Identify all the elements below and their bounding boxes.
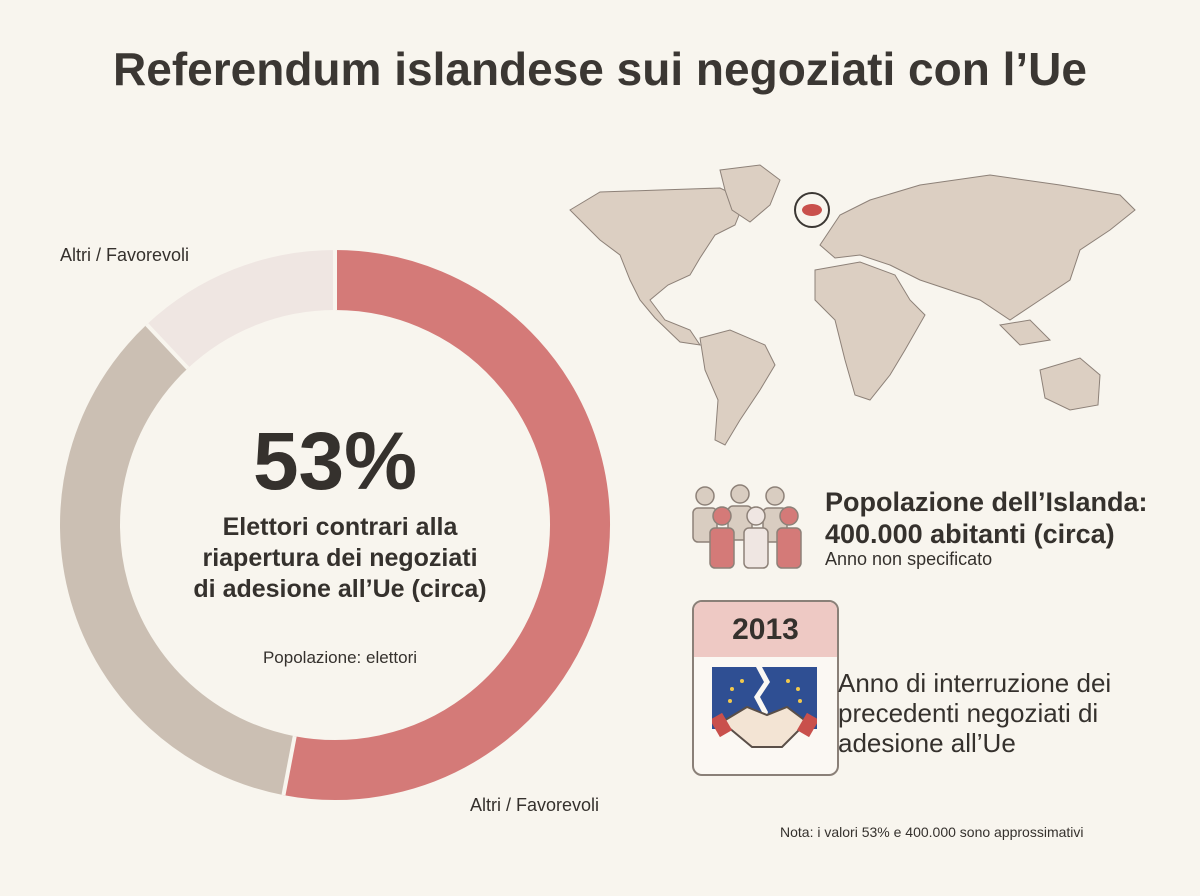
- calendar: 2013: [692, 600, 839, 776]
- center-value: 53%: [252, 416, 418, 507]
- segment-separator: [145, 323, 190, 370]
- calendar-year: 2013: [694, 602, 837, 657]
- donut-segment: [146, 250, 336, 369]
- note: Nota: i valori 53% e 400.000 sono appros…: [780, 824, 1084, 840]
- segment-label: Altri / Favorevoli: [470, 795, 599, 815]
- iceland-marker: [794, 192, 830, 228]
- center-note: Popolazione: elettori: [262, 648, 418, 667]
- donut-segment: [60, 324, 295, 796]
- people-icon: [692, 484, 802, 569]
- donut-segment: [283, 250, 610, 800]
- world-map: [569, 164, 1136, 446]
- segment-separator: [281, 735, 297, 796]
- calendar-text: Anno di interruzione dei precedenti nego…: [838, 668, 1112, 758]
- center-text: Elettori contrari alla riapertura dei ne…: [193, 513, 487, 603]
- segment-label: Altri / Favorevoli: [60, 245, 189, 265]
- population-title: Popolazione dell’Islanda: 400.000 abitant…: [825, 486, 1148, 550]
- eu-handshake-icon: [712, 667, 817, 748]
- iceland: [802, 204, 822, 216]
- population-label: Popolazione dell’Islanda:: [825, 487, 1148, 517]
- population-value: 400.000 abitanti (circa): [825, 519, 1115, 549]
- population-note: Anno non specificato: [825, 549, 993, 569]
- title: Referendum islandese sui negoziati con l…: [113, 43, 1087, 95]
